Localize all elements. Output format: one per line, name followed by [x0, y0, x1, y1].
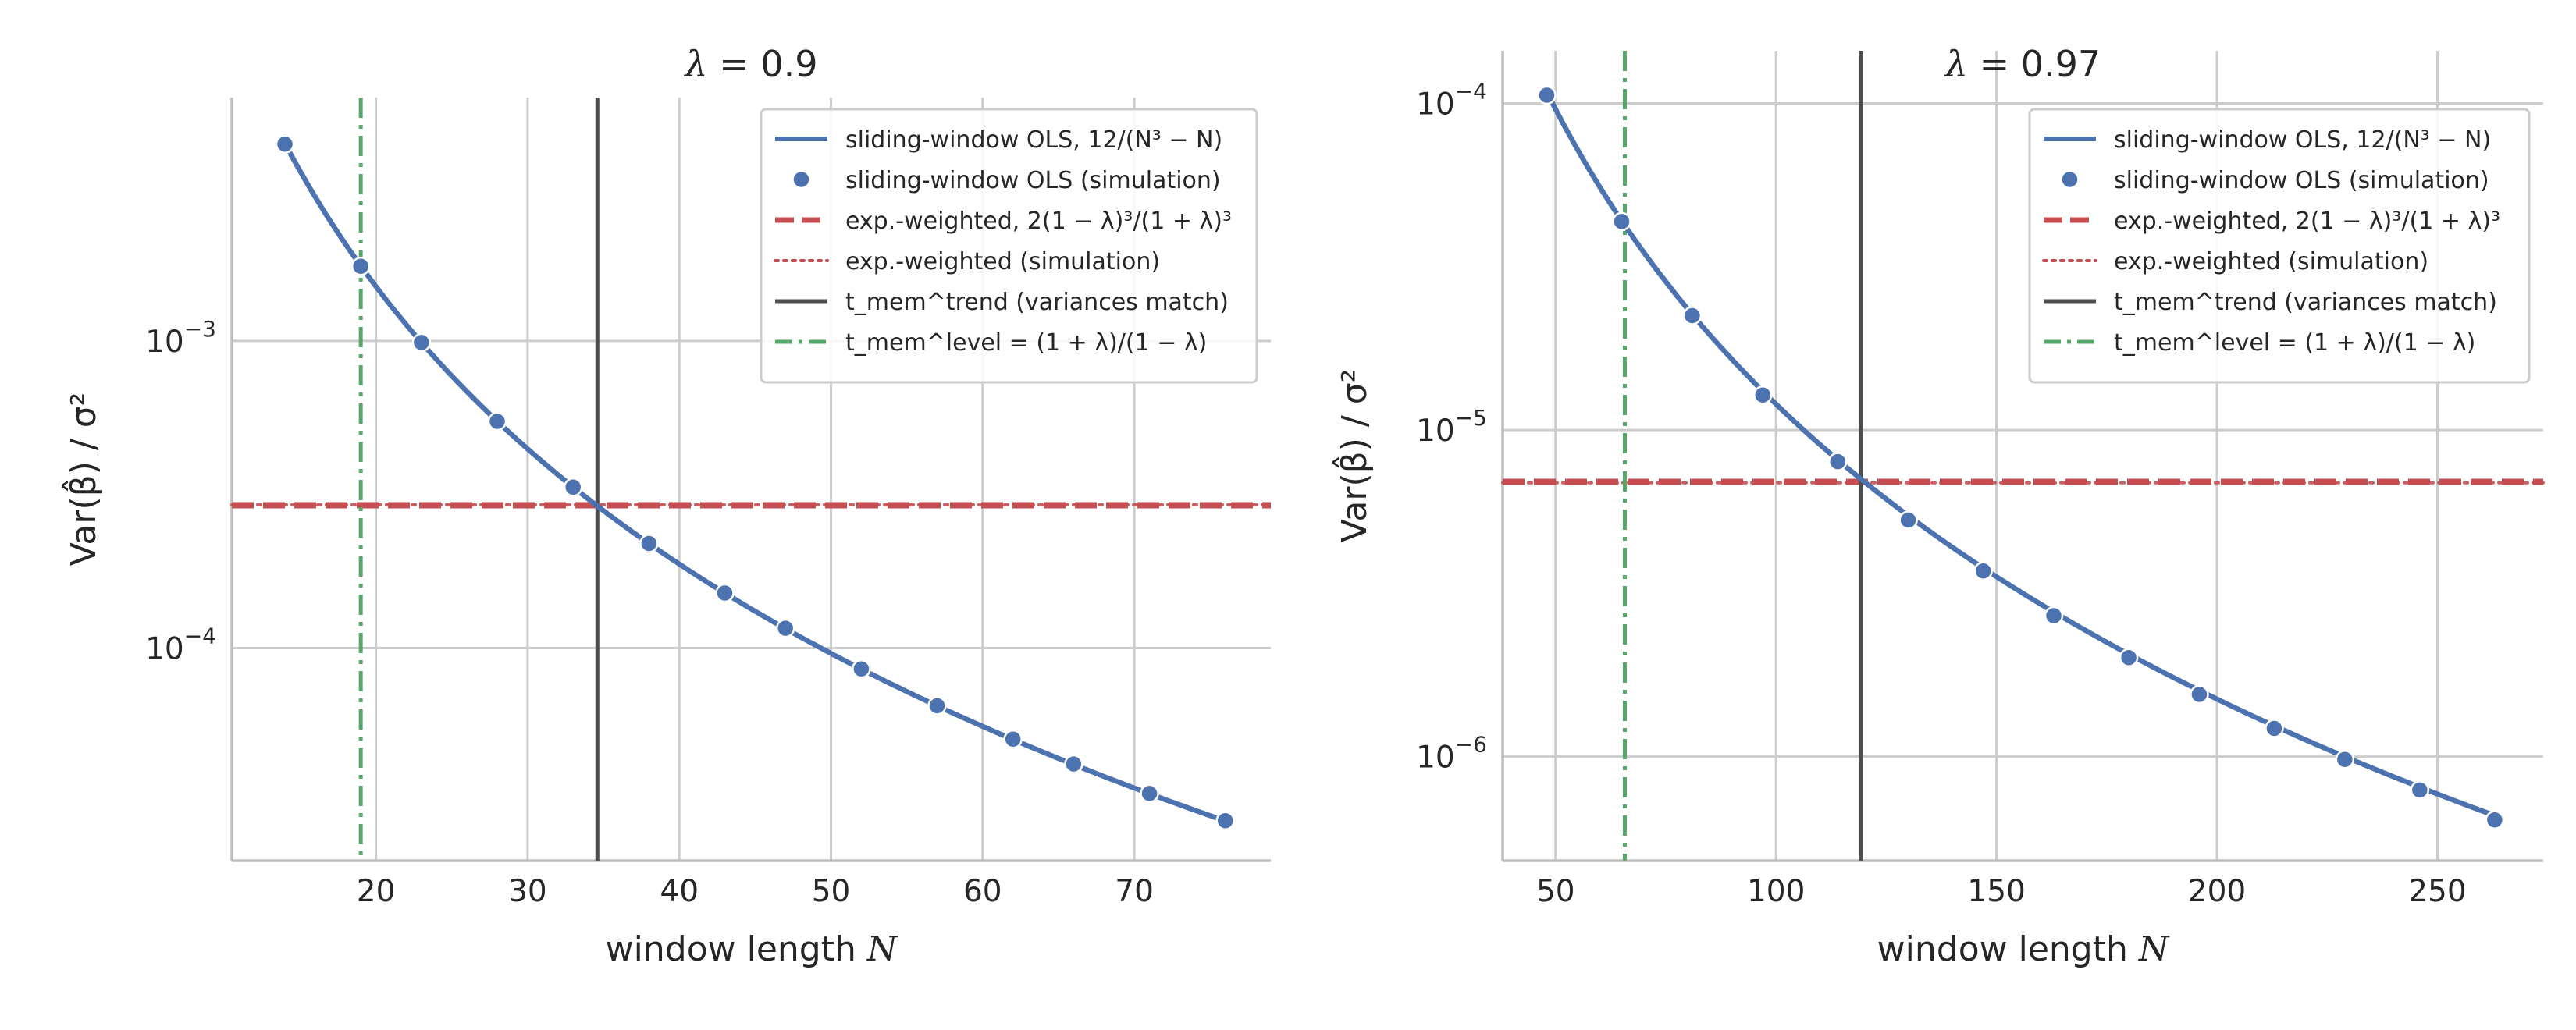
x-tick-label: 20 [357, 874, 396, 909]
ols-simulation-point [1973, 561, 1993, 581]
chart-panel-1: 20 30 40 50 60 70 10−3 10−4 λ = 0.9 window length… [61, 43, 1272, 969]
ols-simulation-point [411, 332, 432, 353]
ols-simulation-point [1215, 811, 1235, 830]
legend-label: exp.-weighted (simulation) [2114, 248, 2428, 275]
legend-label: sliding-window OLS (simulation) [845, 167, 1221, 194]
y-tick-label: 10−5 [1416, 405, 1487, 449]
ols-simulation-point [1003, 729, 1023, 749]
ols-simulation-point [1612, 211, 1631, 232]
ols-simulation-point [2485, 810, 2505, 829]
ols-simulation-point [1828, 452, 1848, 471]
x-tick-label: 50 [812, 874, 851, 909]
ols-simulation-point [1753, 385, 1773, 405]
ols-simulation-point [2335, 750, 2355, 769]
legend-frame [2028, 108, 2531, 384]
ols-simulation-point [2119, 648, 2139, 667]
x-tick-label: 70 [1115, 874, 1154, 909]
x-axis-label: window length N [1877, 929, 2170, 969]
legend-label: exp.-weighted, 2(1 − λ)³/(1 + λ)³ [845, 208, 1232, 235]
chart-panel-2: 50 100 150 200 250 10−4 10−5 10−6 λ = 0.97 window… [1332, 43, 2545, 969]
legend-frame [760, 108, 1258, 384]
y-axis-label: Var(β̂) / σ² [61, 392, 104, 566]
legend-handle-ols-marker [2060, 169, 2080, 190]
x-tick-label: 250 [2408, 874, 2466, 909]
legend: sliding-window OLS, 12/(N³ − N) sliding-w… [2028, 108, 2531, 384]
legend-label: exp.-weighted (simulation) [845, 248, 1160, 275]
x-tick-label: 50 [1536, 874, 1575, 909]
x-tick-label: 100 [1747, 874, 1805, 909]
ols-simulation-point [852, 659, 871, 679]
legend-label: sliding-window OLS, 12/(N³ − N) [2114, 126, 2491, 154]
legend-label: t_mem^level = (1 + λ)/(1 − λ) [845, 329, 1207, 357]
legend-label: exp.-weighted, 2(1 − λ)³/(1 + λ)³ [2114, 208, 2500, 235]
ols-simulation-point [1682, 306, 1703, 325]
ols-simulation-point [775, 618, 795, 638]
y-tick-label: 10−4 [1416, 79, 1487, 123]
ols-simulation-point [1140, 783, 1159, 804]
legend-handle-ols-marker [792, 169, 811, 190]
legend-label: t_mem^trend (variances match) [845, 289, 1229, 316]
ols-simulation-point [927, 696, 947, 716]
ols-simulation-point [639, 534, 659, 553]
ols-simulation-point [1064, 754, 1083, 774]
x-tick-label: 150 [1967, 874, 2025, 909]
y-tick-label: 10−4 [145, 623, 216, 666]
x-tick-label: 30 [508, 874, 547, 909]
ols-simulation-point [2044, 606, 2064, 626]
legend-label: sliding-window OLS, 12/(N³ − N) [845, 126, 1222, 154]
y-axis-label: Var(β̂) / σ² [1332, 369, 1375, 542]
ols-simulation-point [2265, 719, 2284, 738]
chart-title: λ = 0.9 [683, 43, 817, 85]
ols-simulation-point [1898, 510, 1918, 530]
y-tick-label: 10−6 [1416, 732, 1487, 776]
x-tick-label: 60 [963, 874, 1002, 909]
x-tick-label: 40 [660, 874, 699, 909]
ols-simulation-point [2190, 684, 2209, 705]
legend-label: t_mem^trend (variances match) [2114, 289, 2497, 316]
ols-simulation-point [715, 583, 735, 603]
x-axis-label: window length N [606, 929, 898, 969]
chart-title: λ = 0.97 [1944, 43, 2101, 85]
ols-simulation-point [1537, 85, 1557, 105]
ols-simulation-point [2410, 780, 2430, 800]
legend: sliding-window OLS, 12/(N³ − N) sliding-w… [760, 108, 1258, 384]
legend-label: t_mem^level = (1 + λ)/(1 − λ) [2114, 329, 2475, 357]
ols-simulation-point [275, 134, 295, 154]
ols-theory-curve [1544, 91, 2496, 819]
legend-label: sliding-window OLS (simulation) [2114, 167, 2489, 194]
ols-simulation-point [487, 411, 507, 432]
ols-simulation-point [563, 478, 583, 497]
x-tick-label: 200 [2188, 874, 2246, 909]
ols-simulation-point [350, 256, 371, 276]
y-tick-label: 10−3 [145, 316, 216, 360]
